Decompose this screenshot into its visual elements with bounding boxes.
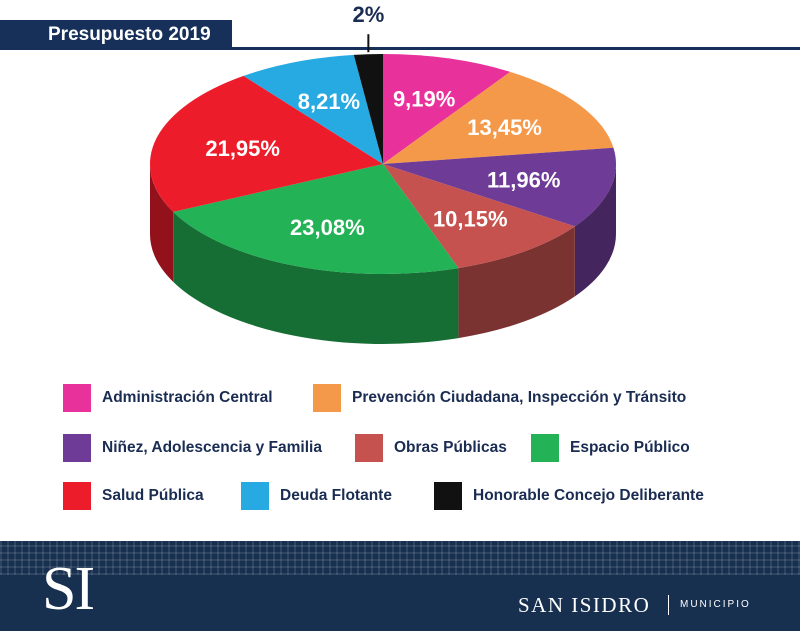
pie-chart: 9,19% 13,45% 11,96% 10,15% 23,08% 21,95% 8,21%…: [150, 2, 616, 344]
title-rule: [232, 47, 800, 50]
data-label-salud-publica: 21,95%: [205, 136, 280, 161]
footer-band: [0, 575, 800, 631]
data-label-prevencion-ciudadana-inspeccion-y-transito: 13,45%: [467, 115, 542, 140]
municipality-subtitle: MUNICIPIO: [680, 599, 751, 610]
pie-side-salud-publica: [150, 164, 174, 282]
pie-slice-prevencion-ciudadana-inspeccion-y-transito: [383, 71, 614, 164]
pie-slice-honorable-concejo-deliberante: [353, 54, 383, 164]
pie-slice-salud-publica: [150, 75, 383, 212]
pie-slice-espacio-publico: [173, 164, 459, 274]
pie-side-ninez-adolescencia-y-familia: [574, 164, 616, 297]
pie-slice-ninez-adolescencia-y-familia: [383, 147, 616, 227]
footer-separator: [668, 595, 669, 615]
data-label-espacio-publico: 23,08%: [290, 215, 365, 240]
data-label-honorable-concejo-deliberante: 2%: [352, 2, 384, 27]
pie-slice-administracion-central: [383, 54, 511, 164]
data-label-administracion-central: 9,19%: [393, 87, 455, 112]
pie-slice-deuda-flotante: [243, 54, 383, 165]
pie-slice-obras-publicas: [383, 164, 575, 269]
pie-side-espacio-publico: [173, 211, 459, 344]
municipality-logo: SI: [42, 555, 95, 623]
pie-side-obras-publicas: [458, 226, 575, 339]
data-label-obras-publicas: 10,15%: [433, 206, 508, 231]
data-label-ninez-adolescencia-y-familia: 11,96%: [487, 167, 560, 192]
footer-banner: SI SAN ISIDRO MUNICIPIO: [0, 541, 800, 631]
municipality-name: SAN ISIDRO: [518, 593, 651, 617]
chart-title: Presupuesto 2019: [0, 20, 232, 50]
data-label-deuda-flotante: 8,21%: [298, 89, 360, 114]
